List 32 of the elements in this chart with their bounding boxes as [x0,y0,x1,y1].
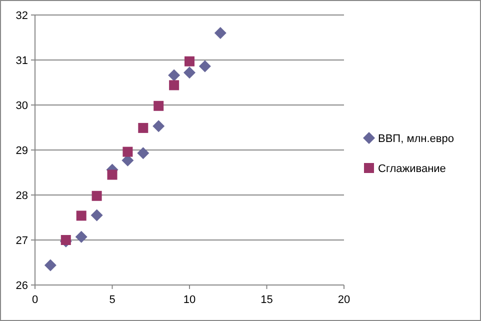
y-tick-label: 29 [16,144,28,157]
x-tick-label: 5 [109,294,116,306]
point [76,210,86,221]
y-tick-label: 32 [16,10,28,22]
x-tick-label: 0 [32,294,38,306]
point [184,56,194,66]
point [75,230,88,243]
point [214,27,226,39]
point [198,60,211,72]
point [138,122,148,133]
x-tick-label: 20 [338,294,350,306]
y-tick-label: 31 [16,54,28,67]
point [137,147,150,160]
point [152,120,165,132]
y-tick-label: 27 [16,234,28,247]
point [184,66,196,79]
point [44,259,56,272]
legend-label: Сглаживание [378,162,446,175]
point [60,235,71,245]
point [169,80,180,90]
legend-label: ВВП, млн.евро [378,132,454,145]
y-tick-label: 26 [16,280,28,292]
point [122,146,133,157]
point [107,170,118,180]
x-tick-label: 15 [260,294,273,306]
point [90,209,103,222]
point [168,69,180,82]
x-tick-label: 10 [183,294,196,306]
point [92,190,102,201]
y-tick-label: 30 [16,100,28,112]
point [154,100,164,111]
y-tick-label: 28 [16,190,28,202]
